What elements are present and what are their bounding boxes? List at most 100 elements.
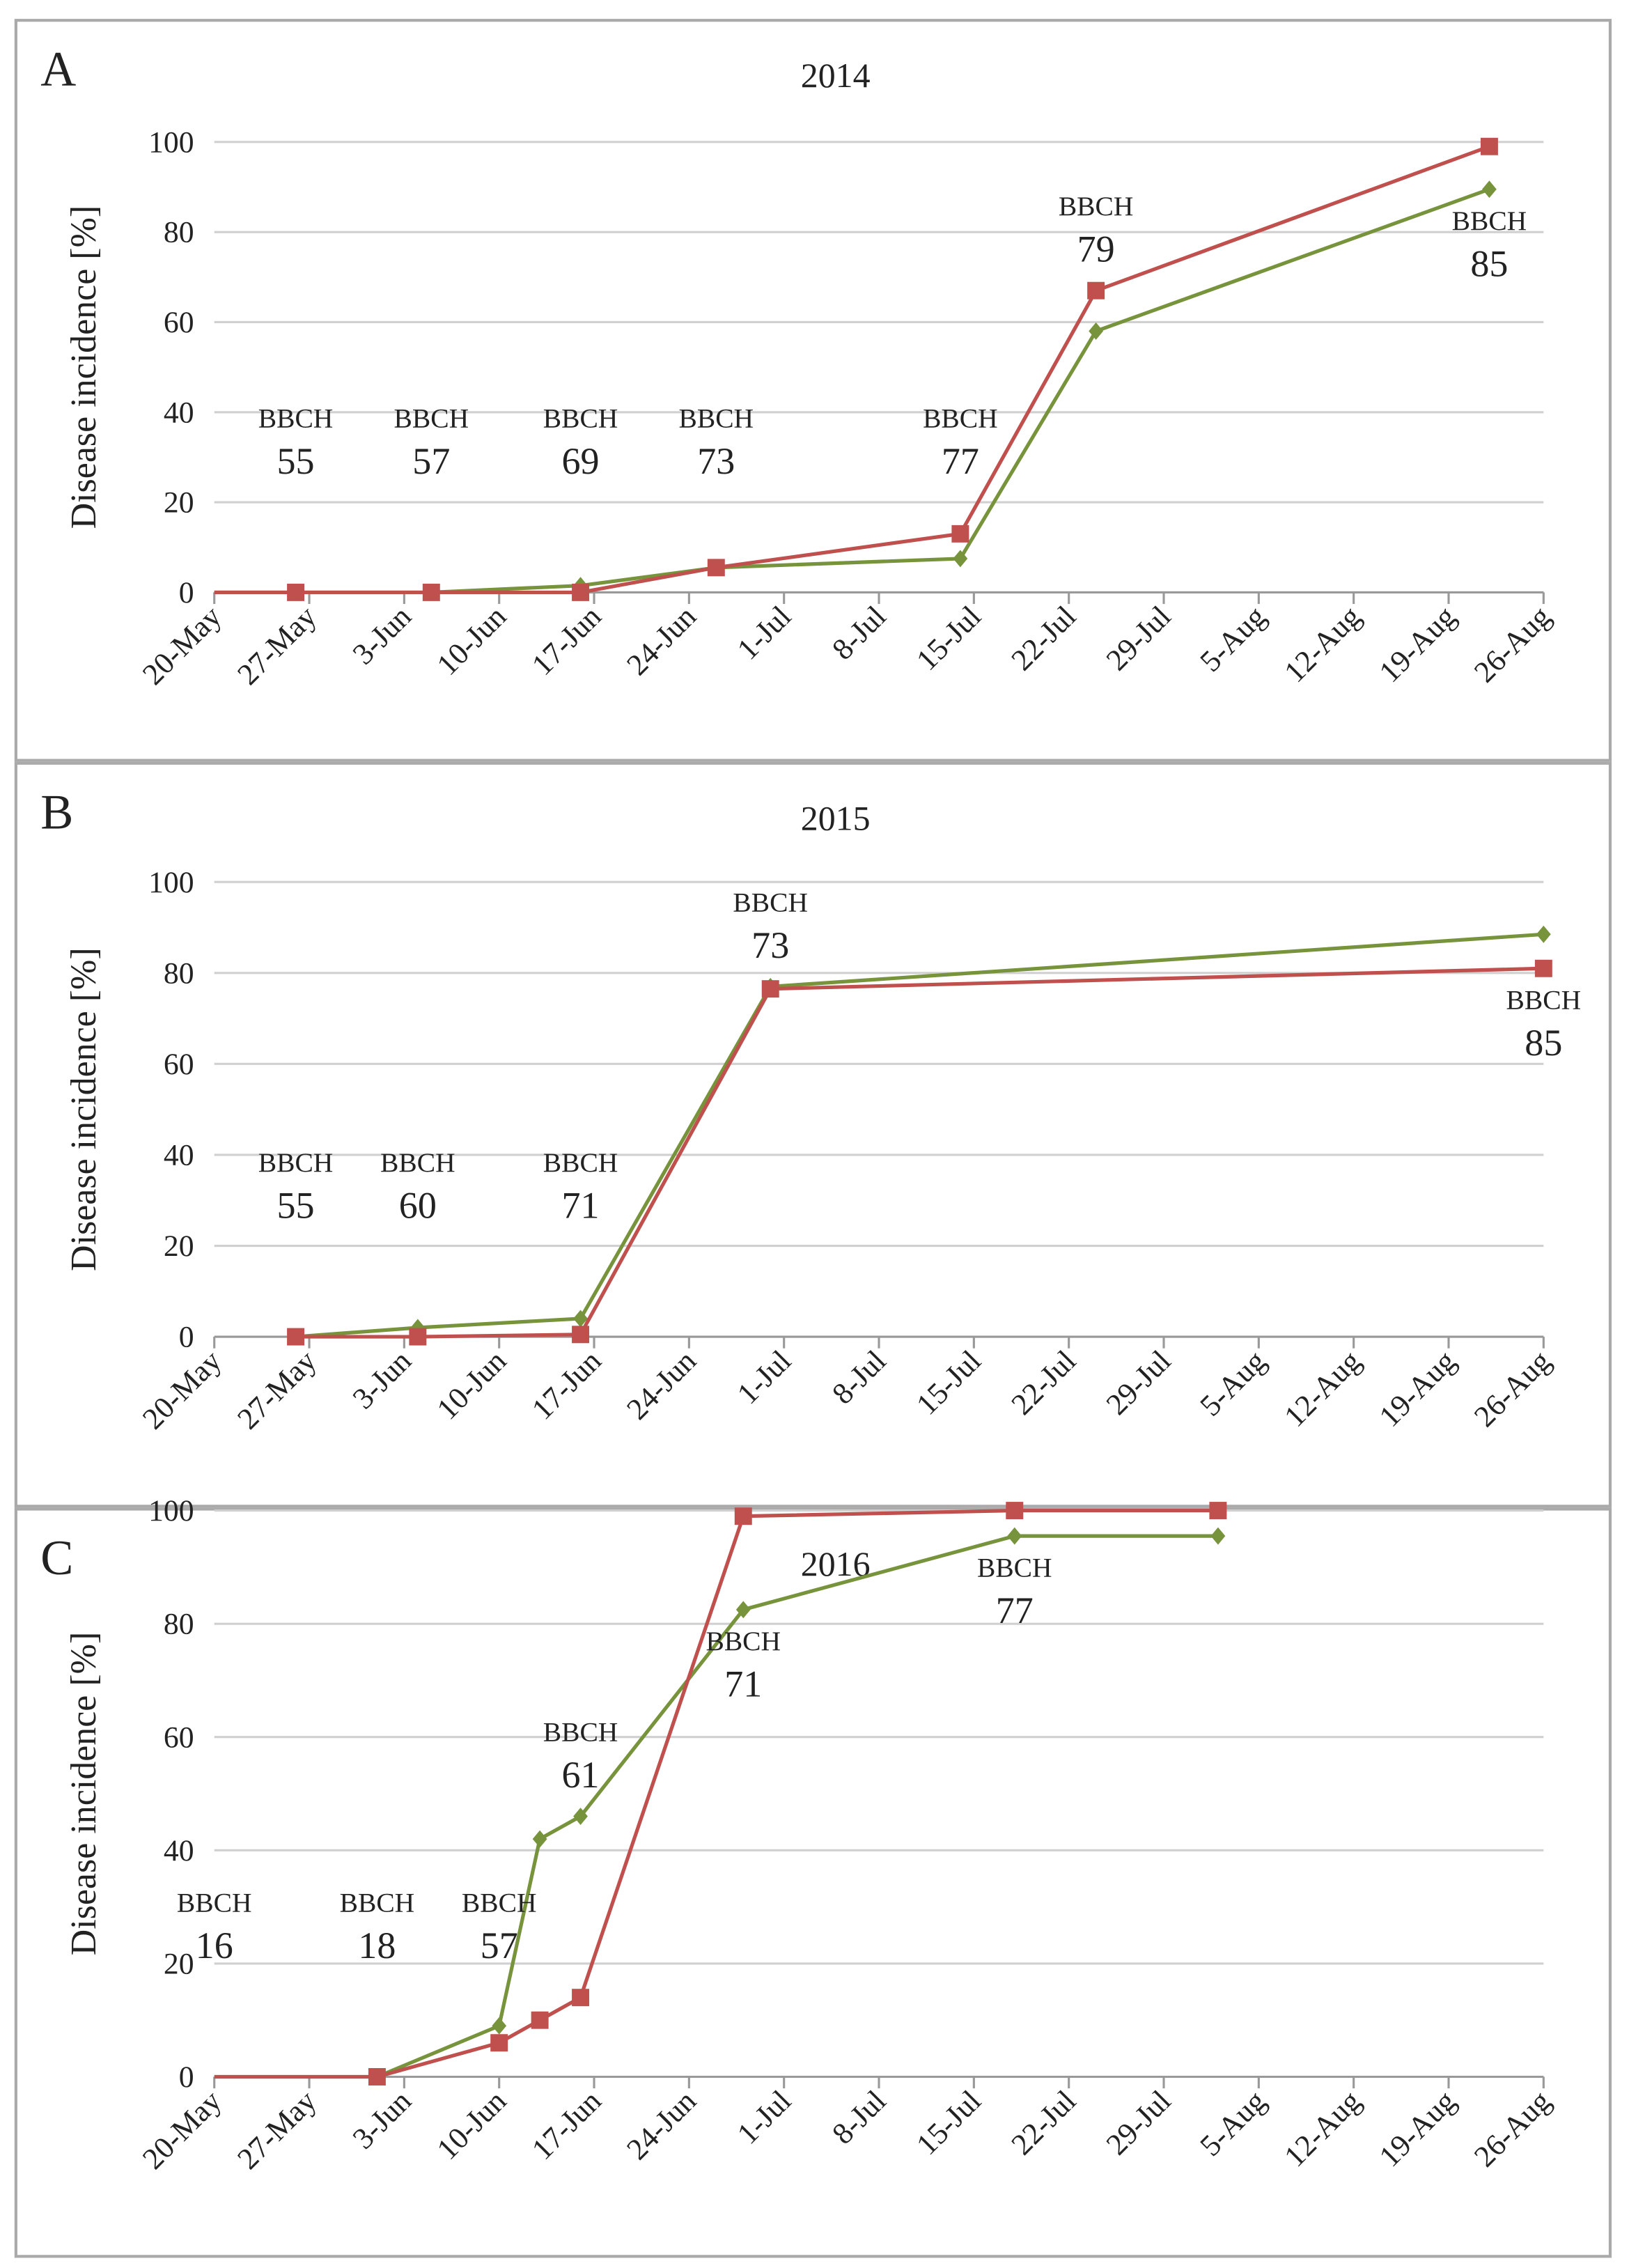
y-tick-label: 0 (179, 2060, 194, 2094)
annotation-label: BBCH (462, 1887, 537, 1918)
annotation-label: BBCH (258, 1147, 334, 1178)
marker (1006, 1502, 1024, 1520)
series-line (214, 187, 1490, 595)
x-tick-label: 5-Aug (1194, 2084, 1272, 2163)
annotation-label: BBCH (394, 403, 469, 433)
y-tick-label: 20 (164, 486, 194, 520)
x-tick-label: 20-May (137, 1344, 228, 1436)
annotation-stage: 85 (1525, 1022, 1562, 1064)
y-tick-label: 40 (164, 396, 194, 429)
panel-frame (14, 761, 1612, 1508)
x-tick-label: 3-Jun (346, 600, 418, 671)
annotation-stage: 55 (277, 440, 315, 482)
series-line (214, 1508, 1218, 2079)
marker (368, 2068, 386, 2086)
annotation-label: BBCH (1452, 205, 1527, 236)
marker (1536, 925, 1551, 943)
y-tick-label: 0 (179, 1321, 194, 1354)
marker (572, 1989, 590, 2007)
panel-label: B (40, 785, 73, 839)
x-tick-label: 22-Jul (1005, 1344, 1082, 1422)
x-tick-label: 8-Jul (826, 2084, 893, 2151)
marker (490, 2034, 508, 2052)
marker (492, 2017, 507, 2035)
y-tick-label: 100 (148, 1494, 194, 1528)
panel-frame (14, 1507, 1612, 2258)
x-tick-label: 17-Jun (526, 600, 608, 682)
marker (735, 1601, 751, 1619)
marker (707, 559, 725, 577)
x-tick-label: 12-Aug (1278, 600, 1367, 689)
marker (532, 1830, 547, 1848)
y-tick-label: 20 (164, 1229, 194, 1263)
annotation-label: BBCH (380, 1147, 455, 1178)
y-tick-label: 80 (164, 216, 194, 249)
marker (287, 1328, 305, 1346)
x-tick-label: 10-Jun (430, 1344, 513, 1427)
annotation-stage: 55 (277, 1185, 315, 1227)
annotation-label: BBCH (923, 403, 998, 433)
annotation-stage: 69 (562, 440, 600, 482)
x-tick-label: 29-Jul (1100, 1344, 1177, 1422)
panel: A 2014 Disease incidence [%] 0 20 40 60 80 100 20… (14, 19, 1612, 762)
panel-frame (14, 19, 1612, 762)
x-tick-label: 20-May (137, 2084, 228, 2176)
marker (572, 583, 590, 601)
annotation-label: BBCH (1506, 984, 1582, 1015)
annotation-stage: 79 (1077, 228, 1115, 270)
annotation-stage: 16 (196, 1925, 233, 1966)
marker (1007, 1527, 1022, 1545)
annotation-label: BBCH (977, 1552, 1052, 1583)
y-tick-label: 80 (164, 1608, 194, 1641)
annotation-label: BBCH (340, 1887, 415, 1918)
x-tick-label: 3-Jun (346, 1344, 418, 1416)
x-tick-label: 27-May (231, 600, 323, 692)
annotation-label: BBCH (679, 403, 754, 433)
y-tick-label: 0 (179, 576, 194, 609)
x-tick-label: 12-Aug (1278, 2084, 1367, 2173)
annotation-label: BBCH (177, 1887, 252, 1918)
annotation-label: BBCH (733, 887, 808, 917)
marker (287, 583, 305, 601)
x-tick-label: 24-Jun (621, 1344, 703, 1427)
marker (531, 2011, 549, 2029)
series-line (376, 1534, 1218, 2079)
x-tick-label: 3-Jun (346, 2084, 418, 2156)
marker (422, 583, 440, 601)
y-tick-label: 80 (164, 956, 194, 990)
x-tick-label: 27-May (231, 1344, 323, 1436)
marker (951, 525, 969, 543)
marker (1534, 959, 1552, 977)
x-tick-label: 29-Jul (1100, 2084, 1177, 2161)
annotation-stage: 77 (996, 1590, 1034, 1631)
x-tick-label: 19-Aug (1373, 2084, 1462, 2173)
x-tick-label: 5-Aug (1194, 1344, 1272, 1423)
annotation-stage: 57 (412, 440, 450, 482)
x-tick-label: 22-Jul (1005, 2084, 1082, 2161)
marker (1482, 180, 1497, 199)
x-tick-label: 15-Jul (910, 2084, 988, 2161)
annotation-label: BBCH (543, 1716, 618, 1747)
annotation-stage: 77 (942, 440, 979, 482)
marker (1209, 1502, 1227, 1520)
marker (409, 1328, 427, 1346)
annotation-stage: 73 (697, 440, 735, 482)
x-tick-label: 10-Jun (430, 600, 513, 682)
x-tick-label: 1-Jul (731, 2084, 798, 2151)
x-tick-label: 19-Aug (1373, 600, 1462, 689)
marker (761, 980, 779, 998)
x-tick-label: 17-Jun (526, 1344, 608, 1427)
x-tick-label: 1-Jul (731, 600, 798, 667)
panel-label: A (40, 42, 76, 97)
annotation-label: BBCH (258, 403, 334, 433)
x-tick-label: 15-Jul (910, 600, 988, 677)
marker (1210, 1527, 1226, 1545)
y-tick-label: 60 (164, 1721, 194, 1754)
x-tick-label: 26-Aug (1468, 600, 1557, 689)
annotation-label: BBCH (1059, 191, 1134, 222)
y-tick-label: 20 (164, 1947, 194, 1980)
y-tick-label: 60 (164, 306, 194, 339)
annotation-label: BBCH (706, 1626, 781, 1656)
